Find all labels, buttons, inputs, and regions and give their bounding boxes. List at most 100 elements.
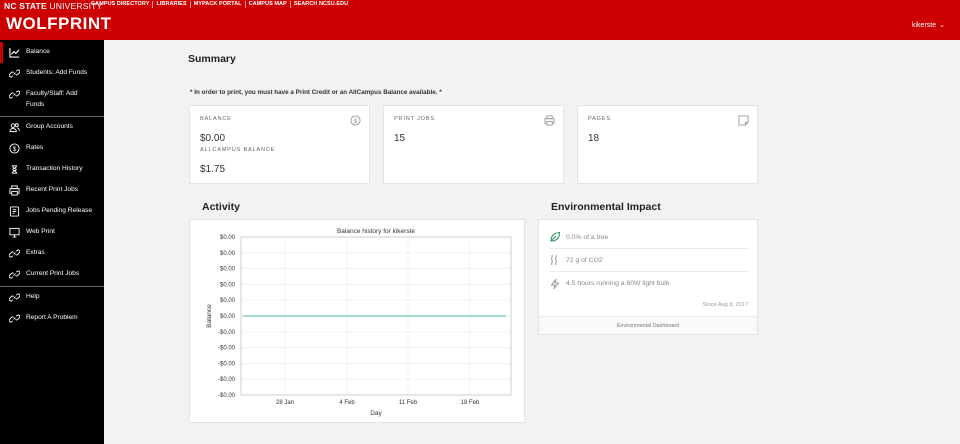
users-icon xyxy=(9,122,20,133)
sidebar-item-label: Group Accounts xyxy=(26,123,73,130)
sidebar-divider xyxy=(0,286,104,287)
user-menu[interactable]: kikerste ⌄ xyxy=(912,21,945,29)
chart-y-tick-label: $0.00 xyxy=(220,267,236,273)
allcampus-balance-label: ALLCAMPUS BALANCE xyxy=(200,147,276,153)
university-logo[interactable]: NC STATE UNIVERSITY xyxy=(4,1,103,11)
link-libraries[interactable]: LIBRARIES xyxy=(152,1,189,8)
environmental-impact-panel: 0.0% of a tree 72 g of CO2 4.5 hours run… xyxy=(538,219,758,335)
print-jobs-label: PRINT JOBS xyxy=(394,116,435,122)
main-content: Summary * In order to print, you must ha… xyxy=(104,40,960,444)
leaf-icon xyxy=(549,231,561,243)
chart-y-tick-label: -$0.00 xyxy=(218,330,236,336)
sidebar-item-students-add-funds[interactable]: Students: Add Funds xyxy=(0,63,104,84)
env-row-co2: 72 g of CO2 xyxy=(549,249,749,272)
pages-value: 18 xyxy=(588,133,600,144)
sidebar-item-web-print[interactable]: Web Print xyxy=(0,222,104,243)
link-icon xyxy=(9,248,20,259)
pages-card: PAGES 18 xyxy=(577,105,758,184)
chart-y-tick-label: $0.00 xyxy=(220,314,236,320)
link-icon xyxy=(9,89,20,100)
sidebar-item-label: Help xyxy=(26,293,40,300)
user-name: kikerste xyxy=(912,22,937,29)
env-tree-text: 0.0% of a tree xyxy=(566,233,609,241)
sidebar-item-label: Web Print xyxy=(26,228,55,235)
print-jobs-value: 15 xyxy=(394,133,406,144)
dollar-icon: $ xyxy=(9,143,20,154)
balance-chart-svg: Balance history for kikerste $0.00 $0.00 $0… xyxy=(206,228,512,417)
history-icon xyxy=(9,164,20,175)
chart-plot-frame xyxy=(240,236,512,396)
chart-y-tick-label: $0.00 xyxy=(220,235,236,241)
chevron-down-icon: ⌄ xyxy=(939,22,945,29)
chart-title: Balance history for kikerste xyxy=(337,228,415,235)
chart-x-tick-label: 18 Feb xyxy=(461,400,480,406)
sidebar-item-extras[interactable]: Extras xyxy=(0,243,104,264)
environmental-dashboard-link[interactable]: Environmental Dashboard xyxy=(539,316,757,334)
env-co2-text: 72 g of CO2 xyxy=(566,256,603,264)
print-notice: * In order to print, you must have a Pri… xyxy=(190,89,442,96)
sidebar-item-label: Current Print Jobs xyxy=(26,270,80,277)
chart-y-tick-label: -$0.00 xyxy=(218,361,236,367)
sidebar-item-label: Recent Print Jobs xyxy=(26,186,79,193)
chart-y-axis-label: Balance xyxy=(206,304,213,328)
activity-chart: Balance history for kikerste $0.00 $0.00 $0… xyxy=(189,219,525,423)
link-icon xyxy=(9,269,20,280)
page-icon xyxy=(738,113,749,126)
env-row-tree: 0.0% of a tree xyxy=(549,226,749,249)
link-search-ncsu[interactable]: SEARCH NCSU.EDU xyxy=(289,1,351,8)
svg-text:$: $ xyxy=(13,146,17,153)
sidebar-item-transaction-history[interactable]: Transaction History xyxy=(0,159,104,180)
sidebar-divider xyxy=(0,116,104,117)
chart-y-tick-label: $0.00 xyxy=(220,251,236,257)
chart-x-tick-label: 11 Feb xyxy=(399,400,418,406)
chart-x-tick-label: 28 Jan xyxy=(276,400,294,406)
activity-title: Activity xyxy=(202,201,240,213)
sidebar-item-help[interactable]: Help xyxy=(0,287,104,308)
sidebar-item-report-a-problem[interactable]: Report A Problem xyxy=(0,308,104,329)
sidebar-item-label: Students: Add Funds xyxy=(26,69,88,76)
sidebar-item-label: Report A Problem xyxy=(26,314,78,321)
env-row-bulb: 4.5 hours running a 60W light bulb xyxy=(549,272,749,295)
bolt-icon xyxy=(549,278,561,290)
chart-line-icon xyxy=(9,47,20,58)
chart-x-axis-label: Day xyxy=(370,410,382,417)
monitor-icon xyxy=(9,227,20,238)
chart-x-tick-label: 4 Feb xyxy=(339,400,355,406)
chart-y-tick-label: -$0.00 xyxy=(218,377,236,383)
balance-label: BALANCE xyxy=(200,116,232,122)
dollar-icon: $ xyxy=(350,113,361,126)
page-title: Summary xyxy=(188,53,236,65)
top-bar: NC STATE UNIVERSITY CAMPUS DIRECTORY LIB… xyxy=(0,0,960,40)
link-campus-map[interactable]: CAMPUS MAP xyxy=(244,1,290,8)
sidebar-item-label: Jobs Pending Release xyxy=(26,207,92,214)
app-brand[interactable]: WOLFPRINT xyxy=(6,14,112,33)
printer-icon xyxy=(9,185,20,196)
sidebar-item-current-print-jobs[interactable]: Current Print Jobs xyxy=(0,264,104,286)
sidebar: Balance Students: Add Funds Faculty/Staf… xyxy=(0,40,104,444)
sidebar-item-label: Rates xyxy=(26,144,44,151)
allcampus-balance-value: $1.75 xyxy=(200,164,226,175)
sidebar-item-jobs-pending-release[interactable]: Jobs Pending Release xyxy=(0,201,104,222)
sidebar-item-rates[interactable]: $ Rates xyxy=(0,138,104,159)
link-icon xyxy=(9,292,20,303)
sidebar-item-group-accounts[interactable]: Group Accounts xyxy=(0,117,104,138)
chart-y-tick-label: $0.00 xyxy=(220,298,236,304)
sidebar-item-faculty-staff-add-funds[interactable]: Faculty/Staff: Add Funds xyxy=(0,84,104,116)
chart-y-tick-label: $0.00 xyxy=(220,282,236,288)
sidebar-item-label: Faculty/Staff: Add Funds xyxy=(26,90,78,108)
link-mypack-portal[interactable]: MYPACK PORTAL xyxy=(189,1,245,8)
balance-value: $0.00 xyxy=(200,133,226,144)
link-icon xyxy=(9,68,20,79)
sidebar-item-label: Balance xyxy=(26,48,50,55)
chart-y-tick-label: -$0.00 xyxy=(218,346,236,352)
environmental-impact-title: Environmental Impact xyxy=(551,201,661,213)
link-campus-directory[interactable]: CAMPUS DIRECTORY xyxy=(91,1,150,7)
env-bulb-text: 4.5 hours running a 60W light bulb xyxy=(566,280,670,287)
link-icon xyxy=(9,313,20,324)
smoke-icon xyxy=(549,254,561,266)
sidebar-item-recent-print-jobs[interactable]: Recent Print Jobs xyxy=(0,180,104,201)
since-date: Since Aug 9, 2017 xyxy=(702,302,748,308)
sidebar-item-balance[interactable]: Balance xyxy=(0,42,104,63)
pages-label: PAGES xyxy=(588,116,611,122)
sidebar-item-label: Extras xyxy=(26,249,45,256)
